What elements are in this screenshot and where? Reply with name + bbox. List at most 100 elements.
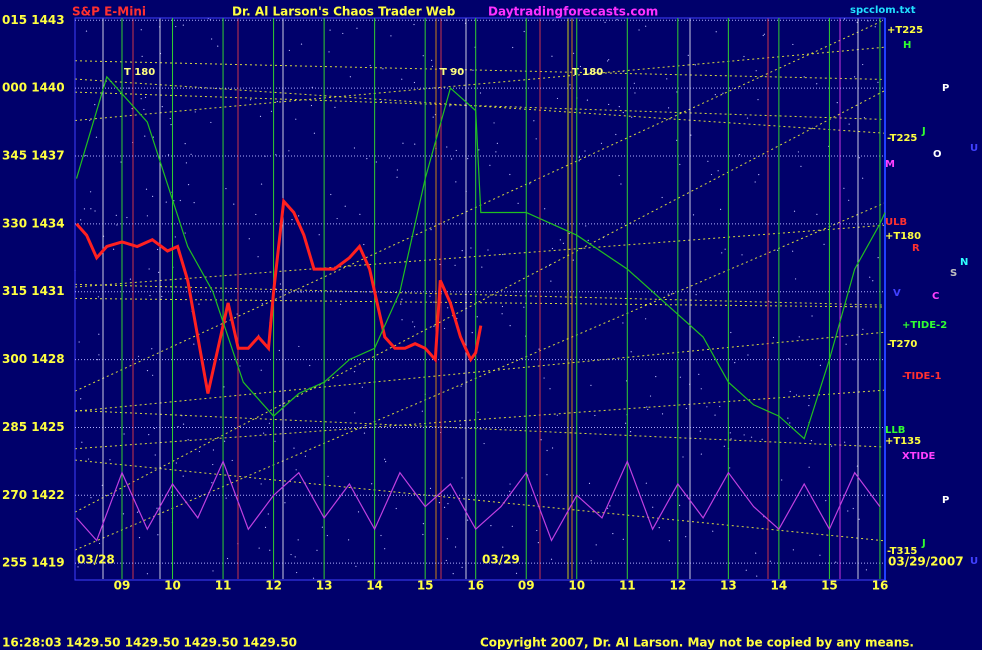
star [816, 83, 818, 85]
level-label: ULB [885, 217, 907, 228]
star [622, 111, 624, 114]
star [231, 459, 233, 462]
star [579, 65, 582, 68]
star [198, 303, 200, 305]
star [845, 343, 847, 345]
star [429, 295, 431, 297]
star [690, 134, 692, 136]
star [190, 153, 192, 155]
star [750, 436, 753, 438]
star [483, 442, 485, 445]
star [167, 154, 170, 156]
star [546, 474, 548, 476]
level-label: P [942, 83, 949, 94]
star [80, 398, 82, 400]
star [384, 548, 386, 550]
level-label: J [921, 126, 926, 137]
star [291, 219, 293, 221]
star [171, 491, 173, 493]
star [803, 76, 805, 78]
star [853, 359, 855, 361]
star [185, 162, 187, 164]
star [715, 31, 717, 33]
star [81, 441, 83, 443]
star [452, 573, 454, 575]
star [578, 156, 580, 158]
star [835, 561, 837, 563]
star [152, 195, 154, 197]
star [754, 181, 756, 183]
star [146, 369, 149, 372]
star [572, 52, 575, 54]
star [586, 99, 589, 101]
star [422, 55, 424, 57]
star [354, 412, 356, 414]
star [588, 482, 591, 484]
star [847, 510, 849, 512]
x-tick-label: 11 [215, 579, 232, 593]
level-label: P [942, 495, 949, 506]
level-label: V [893, 288, 901, 299]
star [606, 507, 609, 509]
star [211, 38, 213, 40]
star [288, 49, 290, 52]
level-label: H [903, 40, 911, 51]
star [156, 248, 159, 251]
star [184, 142, 186, 145]
x-tick-label: 13 [316, 579, 333, 593]
star [714, 94, 716, 96]
star [90, 497, 92, 499]
star [559, 239, 561, 241]
star [479, 92, 482, 94]
star [551, 55, 553, 57]
star [682, 456, 684, 458]
star [144, 135, 146, 137]
star [184, 232, 186, 234]
star [312, 577, 315, 579]
star [509, 483, 511, 485]
star [658, 527, 660, 529]
angle-line [74, 91, 886, 120]
star [471, 332, 473, 334]
star [146, 215, 148, 217]
star [517, 202, 519, 204]
level-label: U [970, 556, 978, 567]
star [233, 203, 235, 205]
star [359, 213, 361, 215]
star [544, 208, 546, 210]
star [707, 160, 709, 162]
star [260, 483, 262, 485]
star [615, 133, 617, 136]
star [158, 271, 160, 273]
star [536, 529, 538, 532]
star [290, 553, 292, 556]
star [772, 336, 775, 339]
star [429, 487, 432, 489]
star [94, 104, 96, 106]
star [300, 291, 303, 293]
star [649, 395, 652, 397]
star [433, 325, 435, 327]
star [239, 365, 241, 367]
star [724, 248, 726, 250]
star [223, 386, 225, 388]
star [446, 538, 448, 540]
star [355, 565, 357, 567]
star [595, 544, 597, 546]
angle-line [74, 46, 886, 122]
series-line [75, 197, 483, 394]
level-label: +T225 [887, 25, 923, 36]
star [723, 445, 725, 447]
star [569, 84, 571, 86]
star [634, 92, 636, 94]
star [157, 534, 159, 536]
level-label: U [970, 143, 978, 154]
star [129, 278, 132, 280]
star [353, 371, 356, 373]
star [90, 208, 92, 210]
star [210, 121, 212, 124]
star [470, 247, 472, 249]
angle-line [74, 389, 886, 450]
star [414, 143, 416, 145]
star [78, 341, 80, 343]
